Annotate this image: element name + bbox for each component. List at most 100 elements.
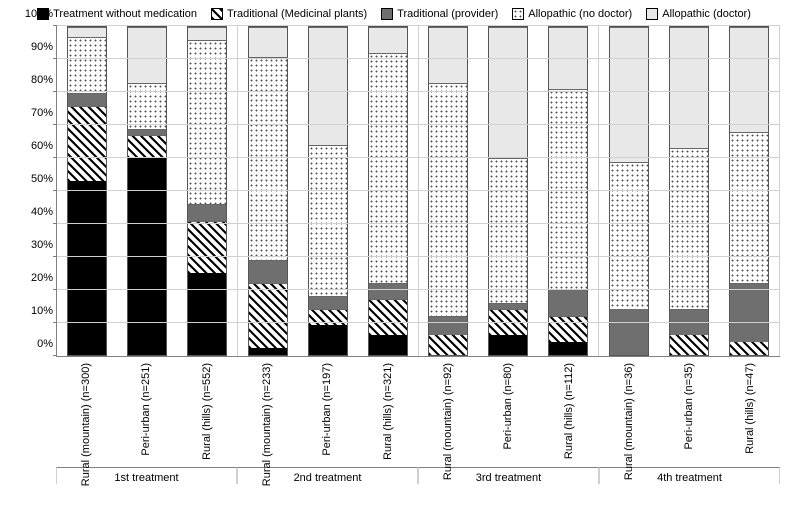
stacked-bar (368, 26, 408, 356)
y-tick-mark (53, 157, 57, 158)
bar-segment (730, 132, 768, 283)
legend-swatch (381, 8, 393, 20)
bar-segment (730, 342, 768, 355)
x-category-label: Rural (mountain) (n=300) (80, 363, 92, 486)
stacked-bar (669, 26, 709, 356)
legend-label: Treatment without medication (53, 8, 197, 20)
stacked-bar (127, 26, 167, 356)
x-category-label: Rural (mountain) (n=233) (261, 363, 273, 486)
x-category-label: Rural (mountain) (n=92) (442, 363, 454, 480)
x-group: Rural (mountain) (n=233) Peri-urban (n=19… (237, 357, 418, 484)
x-category: Peri-urban (n=80) (488, 357, 528, 467)
legend-label: Allopathic (no doctor) (528, 8, 632, 20)
stacked-bar (609, 26, 649, 356)
bar-segment (610, 309, 648, 355)
y-tick-label: 90% (13, 41, 53, 53)
x-category: Rural (mountain) (n=300) (66, 357, 106, 467)
bar-segment (670, 335, 708, 355)
treatment-chart: Treatment without medication Traditional … (0, 0, 800, 512)
y-tick-mark (53, 58, 57, 59)
bar-segment (249, 57, 287, 260)
bars-container (57, 26, 780, 356)
bar-segment (429, 83, 467, 316)
x-category: Rural (mountain) (n=233) (247, 357, 287, 467)
y-tick-label: 40% (13, 206, 53, 218)
plot-area: 0%10%20%30%40%50%60%70%80%90%100% (56, 26, 780, 357)
bar-segment (309, 27, 347, 145)
stacked-bar (488, 26, 528, 356)
x-category-row: Rural (mountain) (n=36) Peri-urban (n=35)… (599, 357, 780, 467)
legend-item: Traditional (provider) (381, 8, 498, 20)
bar-segment (429, 335, 467, 355)
x-category-label: Rural (hills) (n=321) (382, 363, 394, 460)
x-category-row: Rural (mountain) (n=92)Peri-urban (n=80)… (418, 357, 599, 467)
y-tick-label: 80% (13, 74, 53, 86)
grid-line (57, 322, 780, 323)
bar-segment (249, 260, 287, 283)
bar-segment (549, 289, 587, 315)
x-category-label: Rural (mountain) (n=36) (623, 363, 635, 480)
x-category-row: Rural (mountain) (n=300) Peri-urban (n=25… (56, 357, 237, 467)
bar-segment (188, 204, 226, 220)
legend-item: Allopathic (no doctor) (512, 8, 632, 20)
y-tick-label: 70% (13, 107, 53, 119)
x-category: Peri-urban (n=197) (307, 357, 347, 467)
stacked-bar (729, 26, 769, 356)
legend-label: Allopathic (doctor) (662, 8, 751, 20)
grid-line (57, 58, 780, 59)
bar-segment (188, 221, 226, 273)
stacked-bar (428, 26, 468, 356)
grid-line (57, 256, 780, 257)
bar-segment (68, 27, 106, 37)
y-tick-label: 50% (13, 173, 53, 185)
stacked-bar (187, 26, 227, 356)
x-axis-area: Rural (mountain) (n=300) Peri-urban (n=25… (56, 357, 780, 484)
y-tick-mark (53, 91, 57, 92)
bar-segment (309, 325, 347, 355)
x-category-label: Peri-urban (n=35) (683, 363, 695, 450)
bar-segment (670, 27, 708, 148)
stacked-bar (548, 26, 588, 356)
grid-line (57, 124, 780, 125)
y-tick-mark (53, 256, 57, 257)
bar-segment (730, 27, 768, 132)
bar-segment (128, 27, 166, 83)
bar-segment (249, 348, 287, 355)
bar-segment (68, 181, 106, 355)
x-category: Rural (mountain) (n=36) (609, 357, 649, 467)
x-category: Rural (hills) (n=47) (730, 357, 770, 467)
stacked-bar (308, 26, 348, 356)
bar-segment (68, 37, 106, 93)
x-category-label: Peri-urban (n=197) (321, 363, 333, 456)
x-category-label: Peri-urban (n=80) (502, 363, 514, 450)
y-tick-mark (53, 25, 57, 26)
bar-segment (369, 335, 407, 355)
bar-segment (309, 309, 347, 325)
grid-line (57, 25, 780, 26)
bar-segment (128, 135, 166, 158)
bar-segment (188, 273, 226, 355)
x-category: Peri-urban (n=251) (126, 357, 166, 467)
y-tick-label: 10% (13, 305, 53, 317)
bar-segment (188, 27, 226, 40)
bar-segment (68, 93, 106, 106)
grid-line (57, 157, 780, 158)
bar-segment (369, 27, 407, 53)
y-tick-mark (53, 289, 57, 290)
bar-segment (249, 27, 287, 57)
y-tick-label: 100% (13, 8, 53, 20)
bar-segment (610, 162, 648, 310)
grid-line (57, 289, 780, 290)
bar-segment (309, 296, 347, 309)
y-tick-mark (53, 190, 57, 191)
bar-segment (369, 299, 407, 335)
x-category-row: Rural (mountain) (n=233) Peri-urban (n=19… (237, 357, 418, 467)
legend-swatch (512, 8, 524, 20)
stacked-bar (248, 26, 288, 356)
y-tick-label: 60% (13, 140, 53, 152)
legend-item: Traditional (Medicinal plants) (211, 8, 367, 20)
x-group: Rural (mountain) (n=92) Peri-urban (n=80)… (418, 357, 599, 484)
x-group: Rural (mountain) (n=300) Peri-urban (n=25… (56, 357, 237, 484)
bar-group (599, 26, 780, 356)
x-category-label: Rural (hills) (n=112) (563, 363, 575, 459)
